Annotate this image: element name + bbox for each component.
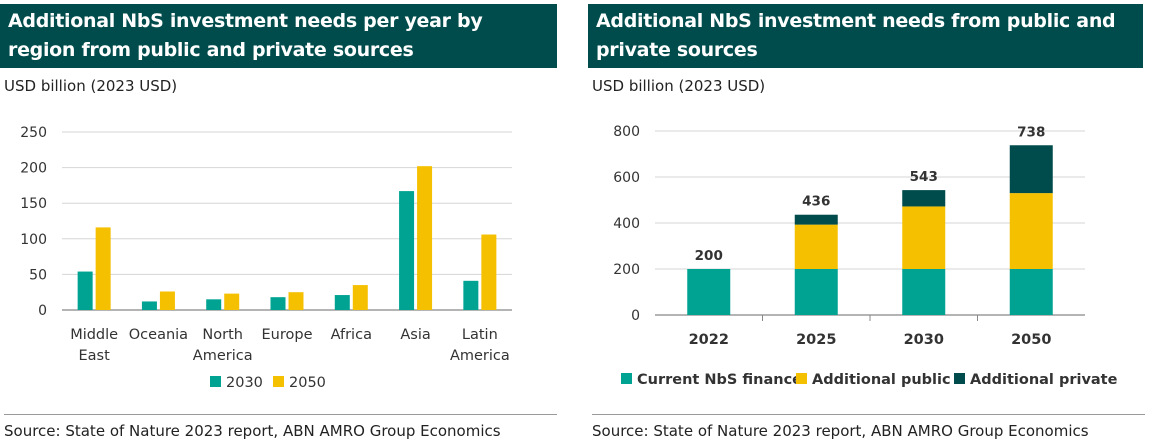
- left-source-divider: [4, 414, 557, 415]
- x-category-label: America: [193, 348, 253, 364]
- bar-2022-current-nbs-finance: [687, 269, 731, 315]
- x-category-label: Asia: [400, 327, 430, 343]
- bar-2050-current-nbs-finance: [1009, 269, 1053, 315]
- bar-2050-additional-private: [1009, 145, 1053, 194]
- x-category-label: Africa: [331, 327, 372, 343]
- bar-2025-additional-public: [794, 224, 838, 269]
- legend-label-additional-public: Additional public: [812, 372, 951, 388]
- y-tick-label: 400: [613, 216, 640, 232]
- legend-swatch-additional-private: [954, 373, 965, 384]
- bar-asia-2050: [417, 166, 433, 310]
- right-source-divider: [592, 414, 1145, 415]
- y-tick-label: 150: [20, 196, 47, 212]
- bar-middle-east-2050: [95, 227, 111, 310]
- legend-label-current-nbs-finance: Current NbS finance: [637, 372, 802, 388]
- y-tick-label: 100: [20, 232, 47, 248]
- x-category-label: 2050: [1011, 332, 1051, 348]
- bar-africa-2030: [334, 295, 350, 310]
- left-source-note: Source: State of Nature 2023 report, ABN…: [4, 422, 501, 440]
- bar-2030-additional-private: [902, 190, 946, 207]
- bar-africa-2050: [352, 285, 368, 310]
- bar-north-america-2030: [206, 299, 222, 310]
- bar-2025-additional-private: [794, 214, 838, 225]
- bar-asia-2030: [399, 191, 415, 310]
- x-category-label: 2025: [796, 332, 836, 348]
- legend-label-2050: 2050: [289, 375, 326, 391]
- left-chart-panel: Additional NbS investment needs per year…: [0, 0, 560, 445]
- bar-2030-current-nbs-finance: [902, 269, 946, 315]
- bar-latin-america-2030: [463, 280, 479, 310]
- y-tick-label: 0: [631, 308, 640, 324]
- bar-north-america-2050: [224, 293, 240, 310]
- right-chart-panel: Additional NbS investment needs from pub…: [588, 0, 1153, 445]
- total-label-2025: 436: [802, 194, 830, 210]
- right-chart-title: Additional NbS investment needs from pub…: [588, 4, 1143, 68]
- total-label-2022: 200: [695, 248, 723, 264]
- total-label-2030: 543: [910, 169, 938, 185]
- y-tick-label: 800: [613, 124, 640, 140]
- total-label-2050: 738: [1017, 124, 1045, 140]
- bar-2050-additional-public: [1009, 193, 1053, 269]
- bar-latin-america-2050: [481, 234, 497, 310]
- legend-swatch-2030: [210, 376, 221, 387]
- y-tick-label: 50: [29, 267, 47, 283]
- legend-swatch-2050: [273, 376, 284, 387]
- left-unit-label: USD billion (2023 USD): [4, 77, 178, 95]
- stacked-investment-bar-chart: 0 200 400 600 800 200 2022 436 2025 543 2030 738 205…: [613, 124, 1118, 388]
- x-category-label: 2022: [689, 332, 729, 348]
- regional-investment-bar-chart: 0 50 100 150 200 250 Middle East Oceania North Ame…: [20, 125, 512, 391]
- x-category-label: East: [78, 348, 110, 364]
- x-category-label: 2030: [904, 332, 944, 348]
- x-category-label: Latin: [462, 327, 498, 343]
- x-category-label: America: [450, 348, 510, 364]
- bar-2025-current-nbs-finance: [794, 269, 838, 315]
- x-category-label: Oceania: [129, 327, 188, 343]
- y-tick-label: 250: [20, 125, 47, 141]
- left-chart-title: Additional NbS investment needs per year…: [0, 4, 557, 68]
- bar-oceania-2030: [141, 301, 157, 310]
- right-unit-label: USD billion (2023 USD): [592, 77, 766, 95]
- legend-label-additional-private: Additional private: [970, 372, 1118, 388]
- bar-2030-additional-public: [902, 206, 946, 269]
- legend-swatch-current-nbs-finance: [621, 373, 632, 384]
- legend-swatch-additional-public: [796, 373, 807, 384]
- legend-label-2030: 2030: [226, 375, 263, 391]
- right-source-note: Source: State of Nature 2023 report, ABN…: [592, 422, 1089, 440]
- y-tick-label: 200: [613, 262, 640, 278]
- bar-europe-2030: [270, 297, 286, 310]
- bar-middle-east-2030: [77, 271, 93, 310]
- x-category-label: Middle: [70, 327, 118, 343]
- bar-europe-2050: [288, 292, 304, 310]
- y-tick-label: 200: [20, 161, 47, 177]
- bar-oceania-2050: [159, 291, 175, 310]
- y-tick-label: 600: [613, 170, 640, 186]
- x-category-label: North: [202, 327, 243, 343]
- x-category-label: Europe: [262, 327, 313, 343]
- y-tick-label: 0: [38, 303, 47, 319]
